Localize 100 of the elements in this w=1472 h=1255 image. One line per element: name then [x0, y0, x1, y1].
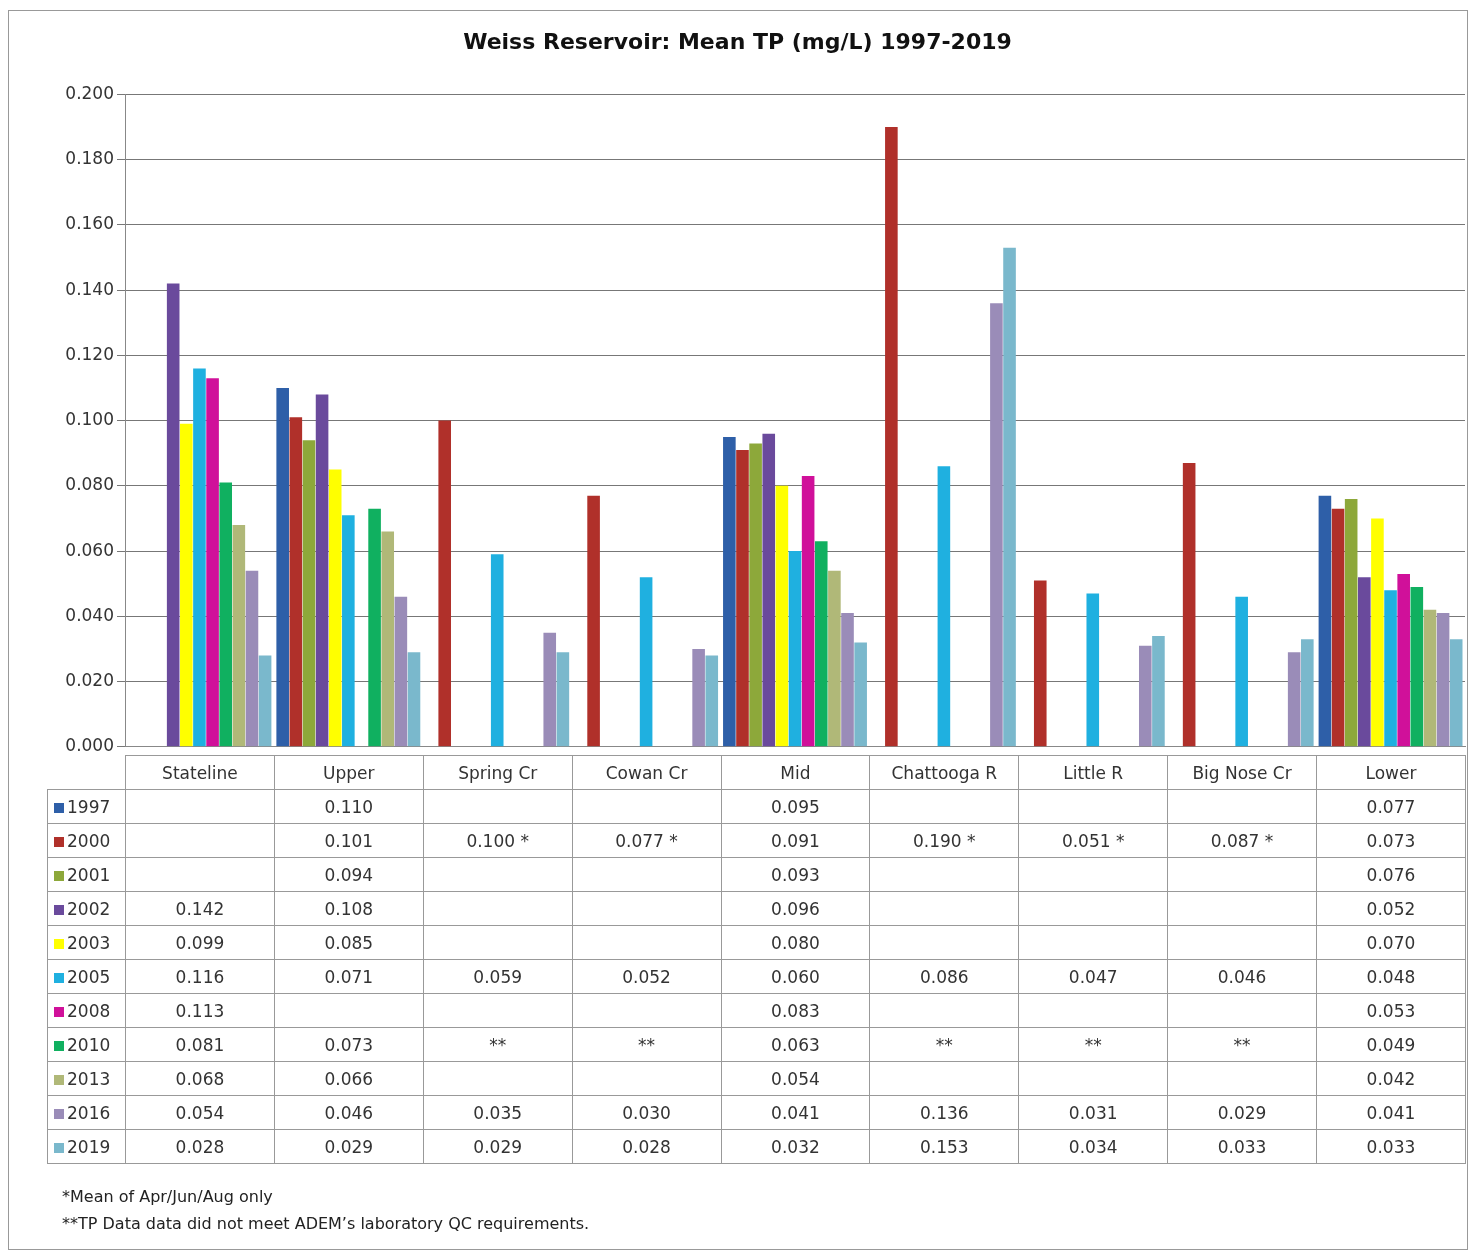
text: **: [638, 1034, 656, 1055]
legend-label: 2000: [47, 823, 126, 858]
data-label: 0.053: [1316, 993, 1466, 1028]
x-tick-label: Lower: [1316, 755, 1466, 790]
bar: [1152, 635, 1165, 747]
data-label: 0.110: [274, 789, 424, 824]
bar: [1384, 590, 1397, 747]
legend-label: 2001: [47, 857, 126, 892]
data-label: 0.033: [1167, 1129, 1317, 1164]
bar: [990, 303, 1003, 747]
data-label: 0.035: [423, 1095, 573, 1130]
x-tick-label: Big Nose Cr: [1167, 755, 1317, 790]
data-label: 0.029: [1167, 1095, 1317, 1130]
text: **: [1084, 1034, 1102, 1055]
bar: [289, 417, 303, 747]
bar: [814, 541, 828, 747]
bar: [1033, 580, 1047, 747]
data-label: 0.046: [274, 1095, 424, 1130]
bar: [828, 570, 841, 747]
bar: [937, 466, 951, 747]
bar: [854, 642, 867, 747]
data-label: 0.029: [274, 1129, 424, 1164]
data-label: 0.041: [721, 1095, 870, 1130]
data-label: 0.028: [572, 1129, 721, 1164]
text: **: [489, 1034, 507, 1055]
data-label: 0.099: [125, 925, 275, 960]
data-label: 0.059: [423, 959, 573, 994]
bar: [1423, 609, 1437, 747]
bar: [1410, 586, 1424, 747]
bar: [1358, 577, 1371, 747]
data-label: 0.113: [125, 993, 275, 1028]
y-tick-label: 0.120: [65, 343, 114, 364]
x-tick-label: Cowan Cr: [572, 755, 721, 790]
data-label: 0.041: [1316, 1095, 1466, 1130]
legend-label: 1997: [47, 789, 126, 824]
bar: [885, 127, 898, 747]
bar: [587, 495, 600, 747]
bar: [381, 531, 395, 747]
data-label: 0.108: [274, 891, 424, 926]
y-tick-label: 0.040: [65, 604, 114, 625]
bar: [1397, 573, 1410, 747]
data-label: 0.094: [274, 857, 424, 892]
bar: [490, 554, 504, 747]
data-label: 0.085: [274, 925, 424, 960]
data-label: 0.031: [1018, 1095, 1168, 1130]
bar: [180, 423, 193, 747]
data-label: 0.100 *: [423, 823, 573, 858]
legend-label: 2013: [47, 1061, 126, 1096]
data-label: 0.052: [572, 959, 721, 994]
bar: [543, 632, 557, 747]
bar: [556, 652, 570, 747]
data-label: 0.071: [274, 959, 424, 994]
y-tick-label: 0.200: [65, 82, 114, 103]
bar: [315, 394, 329, 747]
bar: [1371, 518, 1384, 747]
bar: [342, 515, 355, 747]
legend-label: 2010: [47, 1027, 126, 1062]
data-label: 0.054: [721, 1061, 870, 1096]
legend-label: 2016: [47, 1095, 126, 1130]
bar: [206, 378, 219, 747]
data-label: 0.070: [1316, 925, 1466, 960]
bar: [219, 482, 233, 747]
bar: [1449, 639, 1463, 747]
legend-label: 2019: [47, 1129, 126, 1164]
data-label: 0.068: [125, 1061, 275, 1096]
bar: [1235, 596, 1248, 747]
bar: [368, 508, 381, 747]
text: **: [1233, 1034, 1251, 1055]
data-label: 0.077: [1316, 789, 1466, 824]
data-label: 0.048: [1316, 959, 1466, 994]
bar: [1182, 463, 1196, 747]
data-label: 0.054: [125, 1095, 275, 1130]
y-tick-label: 0.000: [65, 735, 114, 756]
legend-label: 2005: [47, 959, 126, 994]
x-tick-label: Stateline: [125, 755, 275, 790]
y-tick-label: 0.080: [65, 474, 114, 495]
data-label: 0.049: [1316, 1027, 1466, 1062]
chart-title: Weiss Reservoir: Mean TP (mg/L) 1997-2019: [463, 28, 1012, 54]
bar: [438, 420, 452, 747]
text: **TP Data data did not meet ADEM’s laboratory QC requirements.: [62, 1213, 590, 1235]
bar: [1331, 508, 1345, 747]
y-tick-label: 0.140: [65, 278, 114, 299]
bar: [705, 655, 719, 747]
data-label: 0.066: [274, 1061, 424, 1096]
data-label: 0.063: [721, 1027, 870, 1062]
bar: [1318, 495, 1332, 747]
data-label: 0.083: [721, 993, 870, 1028]
bar: [1287, 652, 1301, 747]
data-label: 0.101: [274, 823, 424, 858]
data-label: 0.095: [721, 789, 870, 824]
data-label: 0.081: [125, 1027, 275, 1062]
bar: [692, 648, 705, 747]
bar: [775, 485, 789, 747]
bar: [736, 449, 749, 747]
data-label: 0.033: [1316, 1129, 1466, 1164]
y-tick-label: 0.060: [65, 539, 114, 560]
bar: [762, 433, 776, 747]
data-label: 0.030: [572, 1095, 721, 1130]
bar: [258, 655, 272, 747]
data-label: 0.096: [721, 891, 870, 926]
